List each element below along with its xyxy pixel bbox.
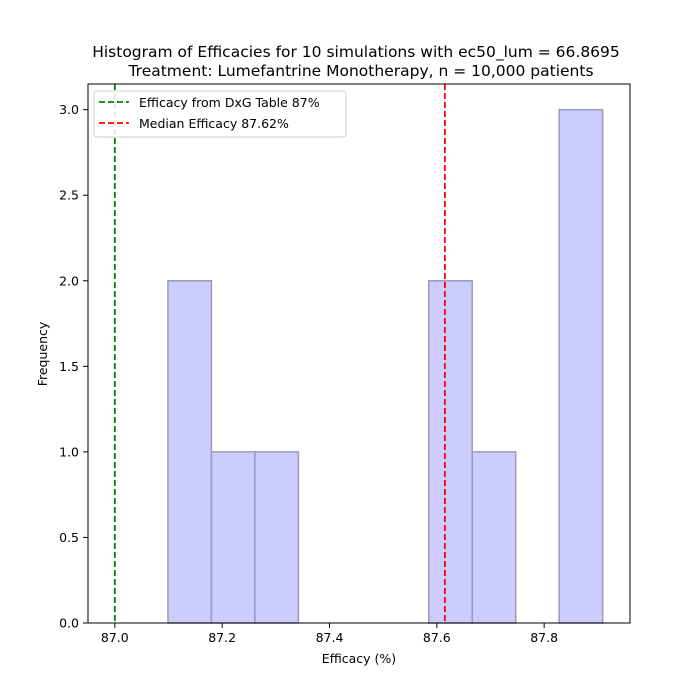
y-axis-ticks: 0.0 0.5 1.0 1.5 2.0 2.5 3.0 xyxy=(59,102,88,631)
x-tick-label-0: 87.0 xyxy=(101,630,129,645)
legend-label-median: Median Efficacy 87.62% xyxy=(139,116,289,131)
y-tick-label-6: 3.0 xyxy=(59,102,79,117)
legend: Efficacy from DxG Table 87% Median Effic… xyxy=(93,90,347,138)
histogram-bar-0 xyxy=(167,280,213,624)
y-tick-label-0: 0.0 xyxy=(59,616,79,631)
y-tick-label-5: 2.5 xyxy=(59,188,79,203)
x-axis-ticks: 87.0 87.2 87.4 87.6 87.8 xyxy=(101,623,558,645)
y-tick-label-1: 0.5 xyxy=(59,530,79,545)
histogram-bar-1 xyxy=(210,451,256,624)
histogram-bar-6 xyxy=(428,280,473,624)
y-tick-label-4: 2.0 xyxy=(59,273,79,288)
y-tick-label-3: 1.5 xyxy=(59,359,79,374)
x-tick-label-3: 87.6 xyxy=(423,630,451,645)
histogram-bars xyxy=(167,108,604,624)
histogram-bar-7 xyxy=(471,451,517,624)
histogram-bar-9 xyxy=(558,108,604,624)
legend-box xyxy=(93,90,347,138)
y-tick-label-2: 1.0 xyxy=(59,444,79,459)
y-axis-label: Frequency xyxy=(35,321,50,386)
x-tick-label-2: 87.4 xyxy=(316,630,344,645)
chart-title-line2: Treatment: Lumefantrine Monotherapy, n =… xyxy=(127,62,593,80)
legend-label-dxg: Efficacy from DxG Table 87% xyxy=(139,95,320,110)
plot-frame xyxy=(87,83,631,624)
chart-title-line1: Histogram of Efficacies for 10 simulatio… xyxy=(92,43,620,62)
x-tick-label-4: 87.8 xyxy=(530,630,558,645)
histogram-bar-2 xyxy=(254,451,300,624)
x-tick-label-1: 87.2 xyxy=(208,630,236,645)
x-axis-label: Efficacy (%) xyxy=(322,651,396,666)
